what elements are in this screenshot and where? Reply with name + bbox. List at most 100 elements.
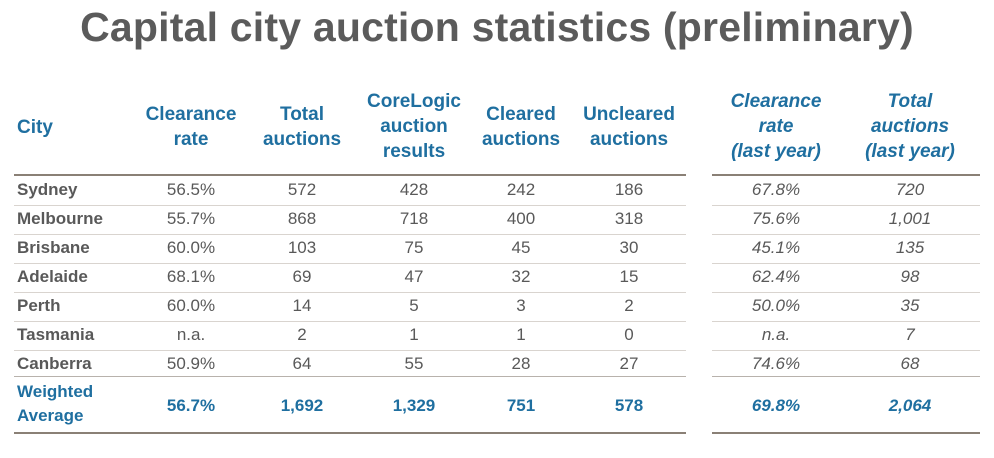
header-city-label: City bbox=[17, 117, 53, 138]
cell-city: Adelaide bbox=[17, 267, 88, 286]
cell-corelogic-results: 5 bbox=[409, 296, 419, 315]
average-total-auctions: 1,692 bbox=[280, 396, 324, 415]
cell-cleared: 45 bbox=[511, 238, 531, 257]
header-line: (last year) bbox=[865, 141, 955, 162]
header-line: rate bbox=[758, 116, 794, 137]
bottom-rule-last-year bbox=[712, 432, 980, 434]
row-divider bbox=[712, 321, 980, 322]
header-line: Total bbox=[887, 91, 933, 112]
cell-city: Melbourne bbox=[17, 209, 103, 228]
cell-total-auctions-last-year: 35 bbox=[900, 296, 920, 315]
cell-uncleared: 186 bbox=[614, 180, 644, 199]
row-divider bbox=[14, 234, 686, 235]
cell-clearance-rate-last-year: 67.8% bbox=[751, 180, 801, 199]
cell-total-auctions-last-year: 135 bbox=[895, 238, 925, 257]
header-clearance-rate-last-year: Clearance rate (last year) bbox=[716, 89, 836, 164]
row-divider bbox=[14, 205, 686, 206]
cell-clearance-rate-last-year: 50.0% bbox=[751, 296, 801, 315]
cell-clearance-rate-last-year: 62.4% bbox=[751, 267, 801, 286]
header-corelogic-results: CoreLogic auction results bbox=[358, 89, 470, 164]
cell-corelogic-results: 47 bbox=[404, 267, 424, 286]
cell-corelogic-results: 718 bbox=[399, 209, 429, 228]
cell-clearance-rate: 55.7% bbox=[166, 209, 216, 228]
cell-clearance-rate-last-year: 74.6% bbox=[751, 354, 801, 373]
cell-total-auctions-last-year: 720 bbox=[895, 180, 925, 199]
cell-uncleared: 0 bbox=[624, 325, 634, 344]
row-divider bbox=[712, 263, 980, 264]
header-city: City bbox=[17, 115, 97, 140]
row-divider bbox=[712, 350, 980, 351]
cell-cleared: 1 bbox=[516, 325, 526, 344]
cell-total-auctions: 2 bbox=[297, 325, 307, 344]
cell-city: Sydney bbox=[17, 180, 78, 199]
cell-uncleared: 318 bbox=[614, 209, 644, 228]
row-divider bbox=[712, 292, 980, 293]
header-clearance-rate: Clearance rate bbox=[135, 102, 247, 152]
cell-cleared: 32 bbox=[511, 267, 531, 286]
header-line: Uncleared bbox=[583, 104, 675, 125]
average-uncleared: 578 bbox=[614, 396, 644, 415]
average-rule-last-year bbox=[712, 376, 980, 377]
cell-corelogic-results: 75 bbox=[404, 238, 424, 257]
cell-uncleared: 2 bbox=[624, 296, 634, 315]
cell-clearance-rate-last-year: 75.6% bbox=[751, 209, 801, 228]
average-total-auctions-last-year: 2,064 bbox=[888, 396, 932, 415]
cell-total-auctions-last-year: 68 bbox=[900, 354, 920, 373]
average-city-line: Average bbox=[17, 406, 84, 425]
cell-uncleared: 30 bbox=[619, 238, 639, 257]
cell-cleared: 28 bbox=[511, 354, 531, 373]
cell-city: Canberra bbox=[17, 354, 92, 373]
cell-total-auctions-last-year: 7 bbox=[905, 325, 915, 344]
cell-city: Brisbane bbox=[17, 238, 90, 257]
average-clearance-rate-last-year: 69.8% bbox=[751, 396, 801, 415]
header-line: results bbox=[382, 141, 446, 162]
header-line: Total bbox=[280, 104, 324, 125]
header-total-auctions: Total auctions bbox=[250, 102, 354, 152]
row-divider bbox=[14, 292, 686, 293]
header-total-auctions-last-year: Total auctions (last year) bbox=[850, 89, 970, 164]
cell-total-auctions: 572 bbox=[287, 180, 317, 199]
header-line: auctions bbox=[589, 129, 669, 150]
cell-total-auctions: 14 bbox=[292, 296, 312, 315]
cell-total-auctions-last-year: 98 bbox=[900, 267, 920, 286]
cell-clearance-rate: 60.0% bbox=[166, 296, 216, 315]
average-city-line: Weighted bbox=[17, 382, 94, 401]
average-cleared: 751 bbox=[506, 396, 536, 415]
cell-cleared: 3 bbox=[516, 296, 526, 315]
header-line: auctions bbox=[262, 129, 342, 150]
average-rule-main bbox=[14, 376, 686, 377]
cell-clearance-rate: n.a. bbox=[176, 325, 206, 344]
row-divider bbox=[14, 350, 686, 351]
header-rule-last-year bbox=[712, 174, 980, 176]
cell-uncleared: 15 bbox=[619, 267, 639, 286]
header-line: CoreLogic bbox=[367, 91, 461, 112]
cell-clearance-rate: 60.0% bbox=[166, 238, 216, 257]
header-line: Cleared bbox=[486, 104, 556, 125]
cell-city: Perth bbox=[17, 296, 61, 315]
row-divider bbox=[14, 321, 686, 322]
bottom-rule-main bbox=[14, 432, 686, 434]
header-line: rate bbox=[173, 129, 209, 150]
cell-total-auctions: 103 bbox=[287, 238, 317, 257]
cell-cleared: 400 bbox=[506, 209, 536, 228]
header-uncleared-auctions: Uncleared auctions bbox=[574, 102, 684, 152]
cell-cleared: 242 bbox=[506, 180, 536, 199]
average-city-label: Weighted Average bbox=[17, 380, 137, 428]
row-divider bbox=[14, 263, 686, 264]
cell-clearance-rate-last-year: 45.1% bbox=[751, 238, 801, 257]
header-line: (last year) bbox=[731, 141, 821, 162]
cell-total-auctions-last-year: 1,001 bbox=[888, 209, 932, 228]
row-divider bbox=[712, 234, 980, 235]
cell-clearance-rate: 56.5% bbox=[166, 180, 216, 199]
cell-corelogic-results: 428 bbox=[399, 180, 429, 199]
cell-city: Tasmania bbox=[17, 325, 95, 344]
header-line: auctions bbox=[481, 129, 561, 150]
header-cleared-auctions: Cleared auctions bbox=[472, 102, 570, 152]
header-line: auction bbox=[380, 116, 448, 137]
header-rule-main bbox=[14, 174, 686, 176]
page-title: Capital city auction statistics (prelimi… bbox=[80, 4, 914, 50]
cell-corelogic-results: 1 bbox=[409, 325, 419, 344]
cell-total-auctions: 868 bbox=[287, 209, 317, 228]
cell-clearance-rate: 50.9% bbox=[166, 354, 216, 373]
average-corelogic-results: 1,329 bbox=[392, 396, 436, 415]
